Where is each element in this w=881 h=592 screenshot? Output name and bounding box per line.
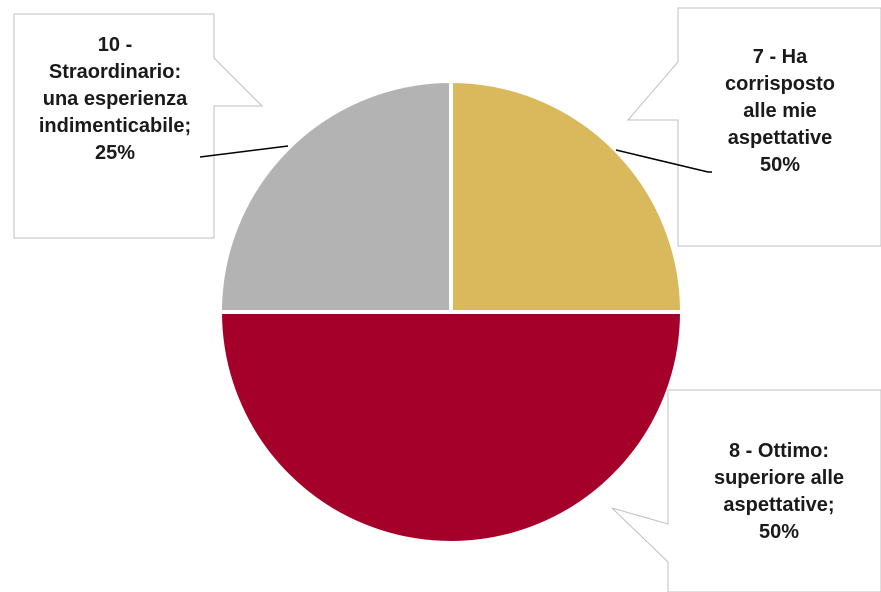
data-label-line: 10 - <box>97 34 133 56</box>
data-label-line: una esperienza <box>42 88 188 110</box>
pie-slice-yellow <box>449 78 685 314</box>
pie-slices <box>217 78 685 545</box>
data-label-line: superiore alle <box>713 467 845 489</box>
leader-lines <box>199 145 712 173</box>
data-label-line: aspettative; <box>723 494 835 516</box>
callout-box-red <box>611 389 881 592</box>
callout-box-yellow <box>626 7 881 247</box>
callout-shapes <box>13 7 881 592</box>
data-label-line: 8 - Ottimo: <box>729 440 829 462</box>
data-label-slice-red: 8 - Ottimo: superiore alle aspettative; … <box>680 438 878 546</box>
data-label-line: Straordinario: <box>48 61 182 83</box>
data-label-line: aspettative <box>727 127 833 149</box>
data-label-value: 50% <box>759 154 801 176</box>
pie-slice-red <box>217 310 685 545</box>
callout-box-grey <box>13 13 264 239</box>
data-label-line: alle mie <box>743 100 817 122</box>
pie-slice-grey <box>217 78 453 314</box>
data-label-slice-grey: 10 - Straordinario: una esperienza indim… <box>14 32 216 167</box>
data-label-line: corrisposto <box>724 73 836 95</box>
leader-line-yellow <box>615 149 712 173</box>
data-label-line: indimenticabile; <box>38 115 192 137</box>
leader-line-grey <box>199 145 289 158</box>
data-label-value: 50% <box>758 521 800 543</box>
data-label-line: 7 - Ha <box>752 46 808 68</box>
data-label-slice-yellow: 7 - Ha corrisposto alle mie aspettative … <box>690 44 870 179</box>
data-label-value: 25% <box>94 142 136 164</box>
